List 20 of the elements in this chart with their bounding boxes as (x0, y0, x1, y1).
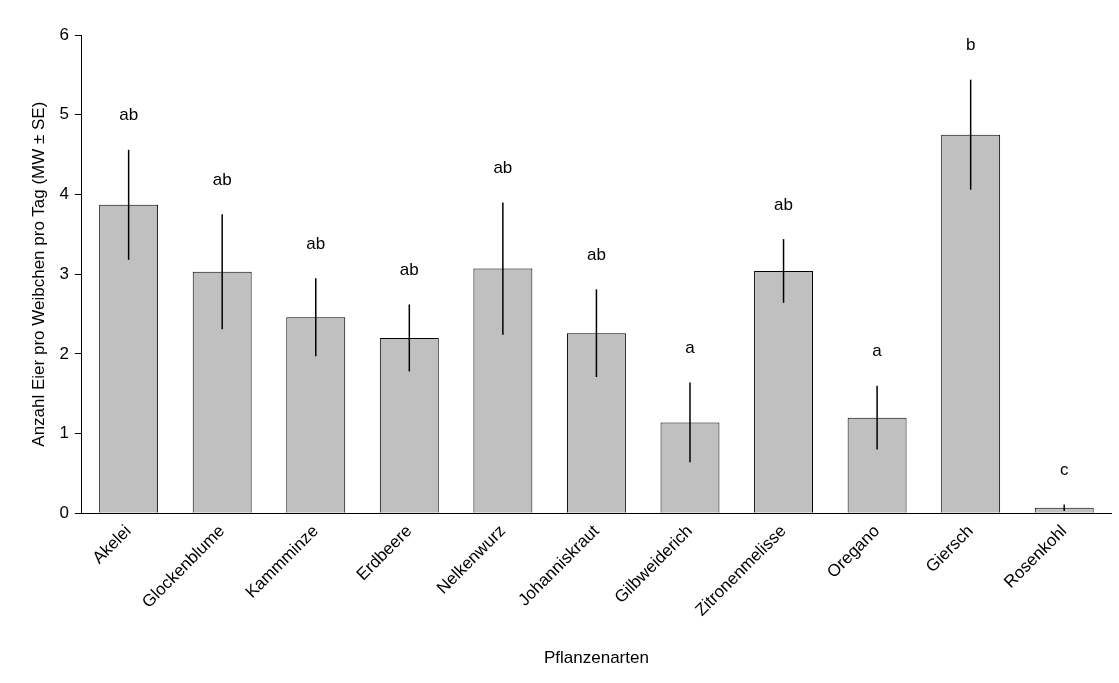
y-tick-label: 1 (59, 423, 69, 443)
y-axis-title: Anzahl Eier pro Weibchen pro Tag (MW ± SE) (28, 101, 48, 447)
annotation: ab (493, 158, 513, 178)
y-tick-label: 4 (59, 184, 69, 204)
annotation: a (872, 341, 883, 361)
annotation: ab (399, 260, 419, 280)
annotation: ab (119, 105, 139, 125)
y-tick-label: 5 (59, 104, 69, 124)
annotation: c (1059, 460, 1069, 480)
annotation: ab (774, 194, 794, 214)
annotation: ab (586, 245, 606, 264)
annotation: a (685, 338, 696, 358)
x-axis-title: Pflanzenarten (543, 648, 649, 668)
y-tick-label: 3 (59, 263, 69, 283)
annotation: ab (306, 233, 326, 253)
y-tick-label: 2 (59, 343, 69, 363)
y-tick-label: 0 (59, 503, 69, 523)
y-tick-label: 6 (59, 24, 69, 44)
annotation: ab (212, 170, 232, 190)
annotation: b (965, 35, 976, 55)
